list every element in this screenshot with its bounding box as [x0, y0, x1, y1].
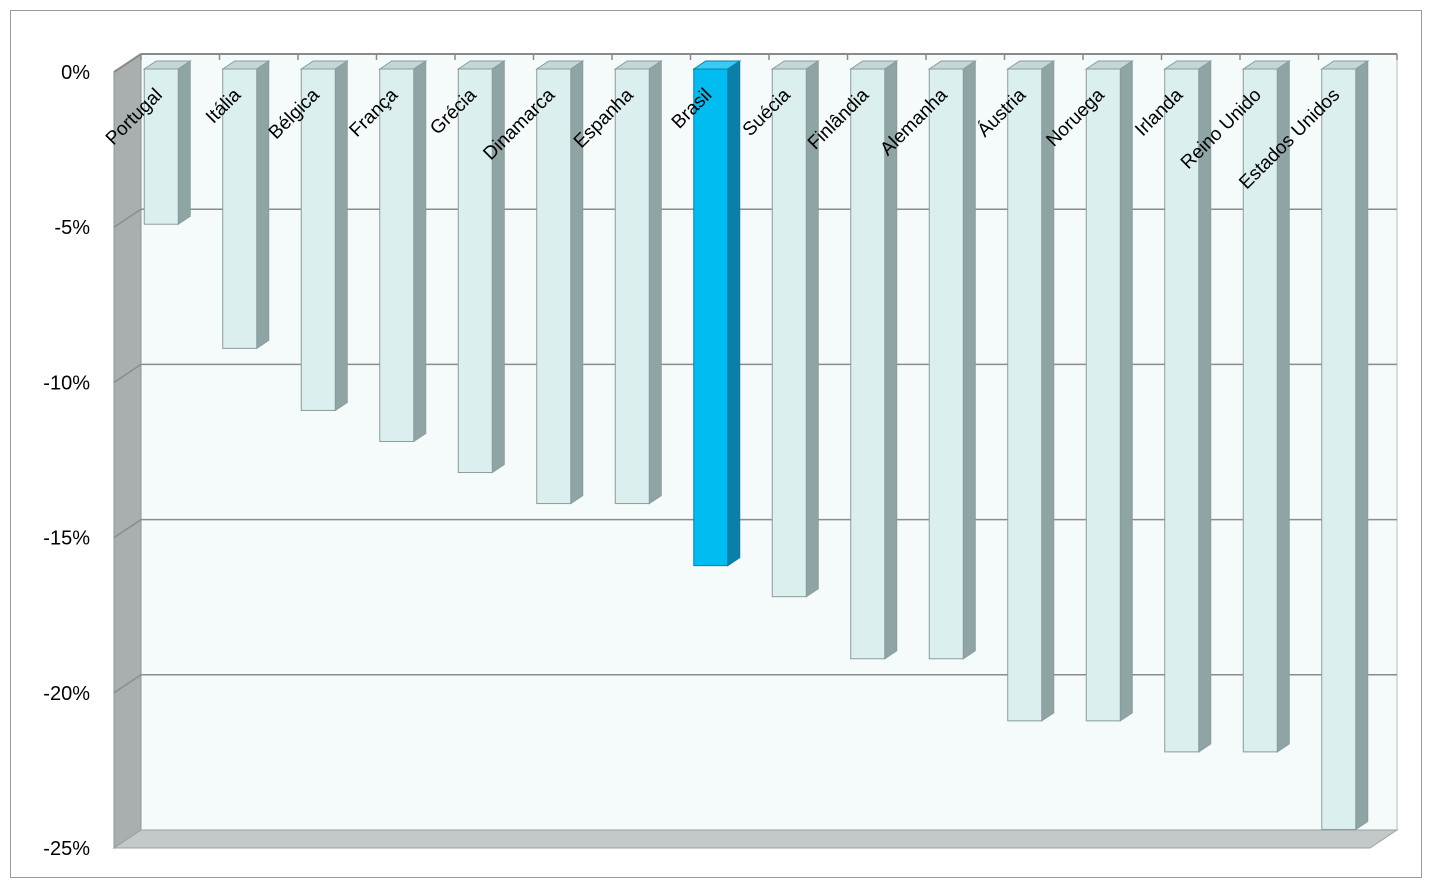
bar-side: [491, 60, 505, 474]
bar: [300, 68, 336, 411]
bar: [771, 68, 807, 598]
bar: [1242, 68, 1278, 753]
bar: [1085, 68, 1121, 722]
bar: [928, 68, 964, 660]
bar-side: [1119, 60, 1133, 722]
bar-side: [256, 60, 270, 350]
bar: [850, 68, 886, 660]
y-tick-label: -15%: [43, 528, 90, 550]
bar-side: [334, 60, 348, 412]
y-tick-label: -20%: [43, 683, 90, 705]
bar-side: [1041, 60, 1055, 722]
bar-side: [413, 60, 427, 443]
gridline-side: [113, 518, 142, 539]
y-tick-label: -10%: [43, 372, 90, 394]
bar: [143, 68, 179, 225]
gridline-side: [113, 363, 142, 384]
bar-side: [1355, 60, 1369, 831]
bar: [379, 68, 415, 442]
gridline-side: [113, 208, 142, 228]
bar: [1007, 68, 1043, 722]
bar: [536, 68, 572, 505]
side-wall: [113, 53, 142, 849]
y-tick-label: -5%: [54, 217, 90, 239]
bar-side: [727, 60, 741, 567]
bar: [222, 68, 258, 349]
bar: [693, 68, 729, 567]
bar-side: [962, 60, 976, 660]
bar: [1164, 68, 1200, 753]
y-tick-label: -25%: [43, 838, 90, 860]
gridline-side: [113, 674, 142, 694]
bar-side: [177, 60, 191, 226]
x-axis-line-side: [113, 53, 142, 73]
bar: [457, 68, 493, 474]
floor: [112, 829, 1399, 849]
bar: [614, 68, 650, 505]
y-tick-label: 0%: [61, 62, 90, 84]
bar: [1321, 68, 1357, 830]
bar-side: [648, 60, 662, 505]
